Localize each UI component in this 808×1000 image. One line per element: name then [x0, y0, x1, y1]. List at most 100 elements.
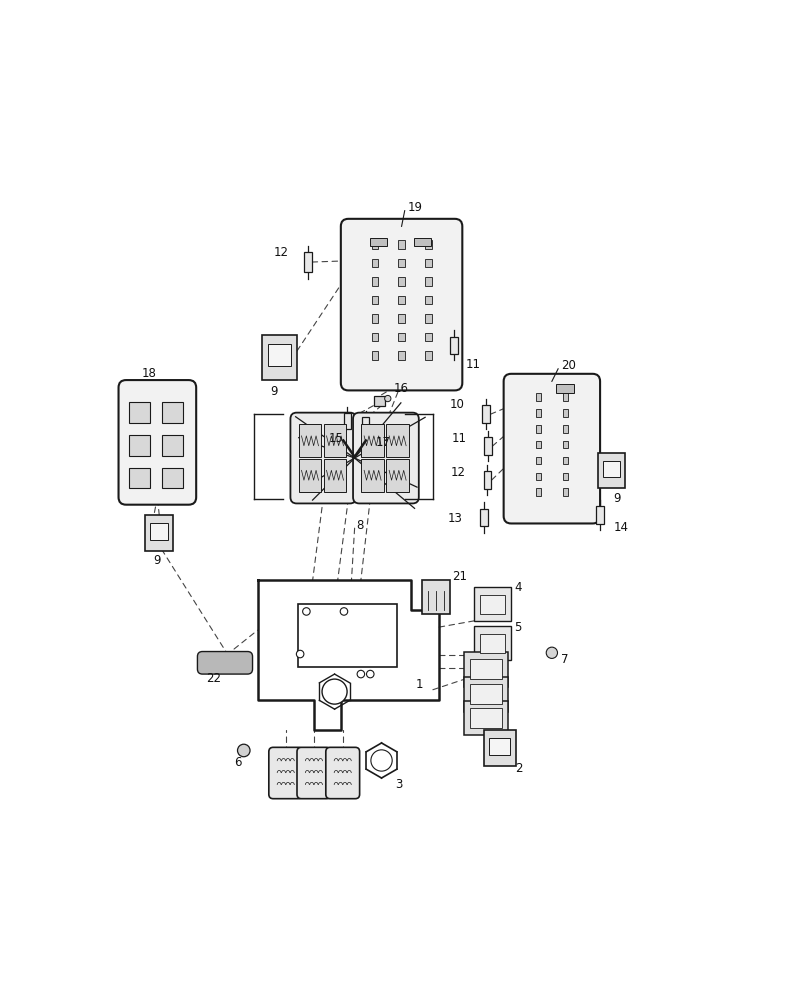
Bar — [481, 509, 488, 526]
Text: 9: 9 — [153, 554, 161, 567]
Text: 11: 11 — [452, 432, 467, 445]
FancyBboxPatch shape — [197, 652, 253, 674]
Bar — [129, 435, 150, 456]
Bar — [480, 634, 505, 653]
Bar — [425, 314, 431, 323]
Bar — [464, 701, 508, 735]
Bar — [425, 333, 431, 341]
Bar — [536, 409, 541, 417]
Text: 20: 20 — [562, 359, 576, 372]
Text: 19: 19 — [408, 201, 423, 214]
Bar — [596, 506, 604, 524]
Bar — [425, 259, 431, 267]
Bar — [361, 424, 384, 457]
Bar — [603, 461, 620, 477]
Bar — [484, 471, 491, 489]
Bar — [372, 259, 378, 267]
Text: 12: 12 — [451, 466, 466, 479]
Text: 3: 3 — [395, 778, 402, 791]
Bar — [563, 441, 568, 448]
Bar — [145, 515, 174, 551]
Bar — [398, 333, 405, 341]
FancyBboxPatch shape — [119, 380, 196, 505]
Bar — [299, 424, 321, 457]
Text: 8: 8 — [356, 519, 364, 532]
Bar — [398, 277, 405, 286]
Bar — [386, 424, 409, 457]
Bar — [425, 296, 431, 304]
Bar — [563, 488, 568, 496]
Bar — [415, 238, 431, 246]
Bar — [474, 587, 511, 621]
Bar — [398, 259, 405, 267]
Bar — [297, 604, 398, 667]
Text: 15: 15 — [328, 432, 343, 445]
Bar — [150, 523, 168, 540]
Bar — [162, 402, 183, 423]
Text: 5: 5 — [515, 621, 522, 634]
FancyBboxPatch shape — [297, 747, 330, 799]
Bar — [374, 396, 385, 406]
Bar — [369, 238, 387, 246]
Bar — [536, 457, 541, 464]
Text: 10: 10 — [450, 398, 465, 411]
Bar — [598, 453, 625, 488]
Bar — [386, 459, 409, 492]
Bar — [536, 488, 541, 496]
Bar — [423, 580, 450, 614]
Bar — [563, 457, 568, 464]
Circle shape — [367, 670, 374, 678]
Circle shape — [303, 608, 310, 615]
FancyBboxPatch shape — [503, 374, 600, 523]
Text: 18: 18 — [141, 367, 157, 380]
Bar — [484, 437, 492, 455]
Text: 13: 13 — [448, 512, 463, 525]
Bar — [474, 626, 511, 660]
Circle shape — [371, 750, 392, 771]
Text: 2: 2 — [516, 762, 523, 775]
Bar — [425, 351, 431, 360]
Bar — [299, 459, 321, 492]
Bar — [425, 277, 431, 286]
Bar — [129, 468, 150, 488]
Bar — [450, 337, 458, 354]
Bar — [372, 277, 378, 286]
Bar — [563, 393, 568, 401]
Bar — [398, 240, 405, 249]
Bar — [268, 344, 291, 366]
Bar — [372, 240, 378, 249]
Bar — [469, 684, 503, 704]
FancyBboxPatch shape — [269, 747, 303, 799]
Bar — [372, 333, 378, 341]
Text: 21: 21 — [452, 570, 467, 583]
Text: 11: 11 — [465, 358, 481, 371]
FancyBboxPatch shape — [341, 219, 462, 390]
Bar — [563, 425, 568, 433]
Text: 1: 1 — [416, 678, 423, 691]
Bar — [469, 659, 503, 679]
Text: 6: 6 — [234, 756, 242, 769]
Text: 14: 14 — [614, 521, 629, 534]
Bar — [536, 441, 541, 448]
Bar — [482, 405, 490, 423]
Bar — [563, 473, 568, 480]
Bar — [464, 677, 508, 712]
Bar — [343, 413, 351, 429]
FancyBboxPatch shape — [290, 413, 356, 503]
Bar — [398, 314, 405, 323]
Bar — [464, 652, 508, 687]
Bar — [372, 351, 378, 360]
Bar — [536, 425, 541, 433]
Text: 22: 22 — [206, 672, 221, 685]
Circle shape — [322, 679, 347, 704]
Bar — [372, 296, 378, 304]
Text: 17: 17 — [375, 436, 390, 449]
Circle shape — [385, 395, 391, 402]
Text: 4: 4 — [515, 581, 522, 594]
Bar — [324, 459, 346, 492]
Bar — [490, 738, 511, 755]
Bar — [556, 384, 574, 393]
Text: 9: 9 — [613, 492, 621, 505]
Bar — [425, 240, 431, 249]
Bar — [362, 417, 369, 433]
